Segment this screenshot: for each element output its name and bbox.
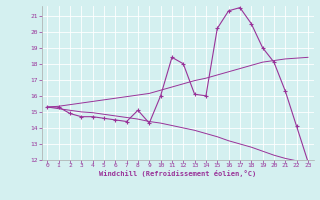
X-axis label: Windchill (Refroidissement éolien,°C): Windchill (Refroidissement éolien,°C) xyxy=(99,170,256,177)
